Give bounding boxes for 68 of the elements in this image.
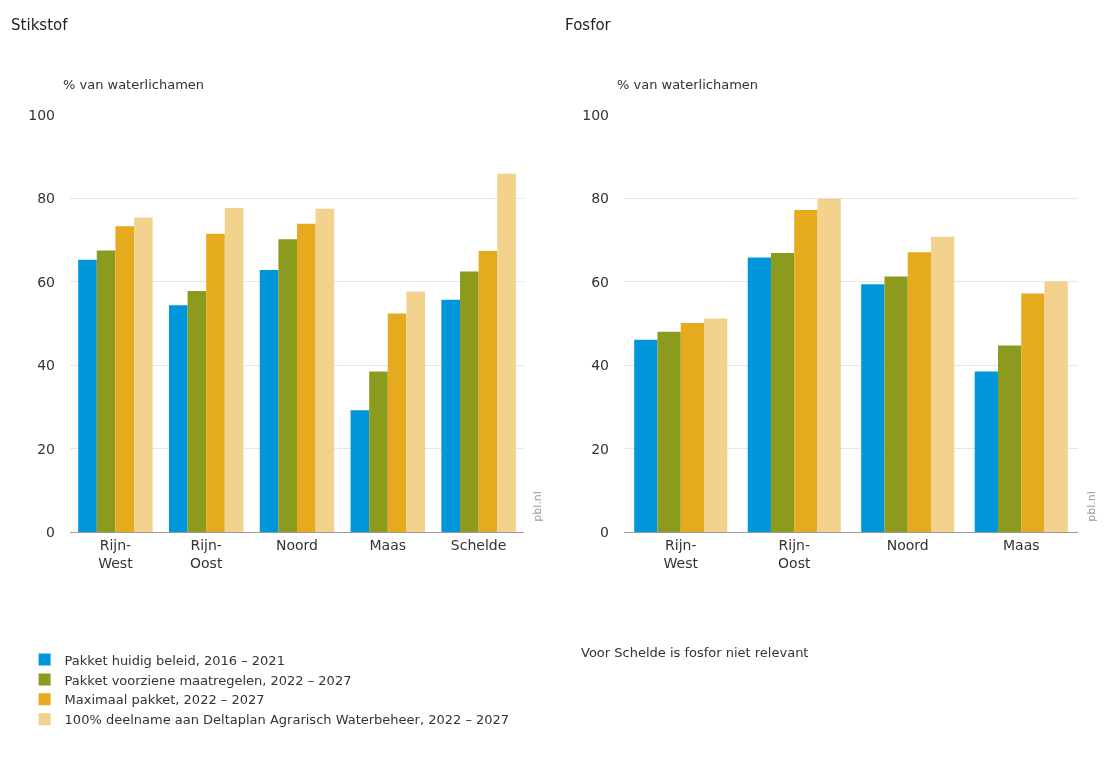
bar <box>134 217 153 532</box>
bar <box>704 318 728 532</box>
bar <box>997 345 1022 532</box>
bar <box>1044 281 1068 532</box>
x-tick-label: Noord <box>886 536 929 553</box>
text: Voor Schelde is fosfor niet relevant <box>581 645 809 660</box>
y-tick-label: 40 <box>591 357 609 374</box>
y-tick-label: 80 <box>37 190 55 207</box>
y-tick-label: 100 <box>28 106 55 123</box>
y-tick-label: 0 <box>600 523 609 540</box>
text: pbl.nl <box>531 491 545 522</box>
bar <box>770 253 795 532</box>
bar <box>497 173 516 532</box>
y-tick-label: 60 <box>591 273 609 290</box>
y-tick-label: 100 <box>582 106 609 123</box>
bar <box>369 371 388 532</box>
x-tick-label: Rijn-West <box>663 536 699 571</box>
x-tick-label: Rijn-West <box>98 536 134 571</box>
bar <box>459 271 479 532</box>
legend-label: Pakket huidig beleid, 2016 – 2021 <box>64 652 285 668</box>
x-tick-label: Maas <box>369 536 407 553</box>
bar <box>931 236 955 532</box>
bar <box>747 257 771 532</box>
bar <box>278 239 297 532</box>
bar <box>634 339 658 532</box>
legend-label: Pakket voorziene maatregelen, 2022 – 2027 <box>64 672 352 688</box>
bar <box>224 207 244 532</box>
text: pbl.nl <box>1085 491 1099 522</box>
y-axis-title: % van waterlichamen <box>617 77 759 92</box>
bar <box>1021 293 1045 532</box>
bar <box>907 252 932 532</box>
bar <box>406 291 426 532</box>
y-axis-title: % van waterlichamen <box>63 77 205 92</box>
y-tick-label: 40 <box>37 357 55 374</box>
y-tick-label: 0 <box>46 523 55 540</box>
bar <box>315 208 335 532</box>
bar <box>794 210 818 532</box>
x-tick-label: Schelde <box>450 536 507 553</box>
bar <box>297 223 316 532</box>
chart-title: Fosfor <box>565 16 612 35</box>
bar <box>78 259 97 532</box>
bar <box>657 331 681 532</box>
bar <box>817 198 841 532</box>
y-tick-label: 20 <box>591 440 609 457</box>
y-tick-label: 60 <box>37 273 55 290</box>
legend-label: Maximaal pakket, 2022 – 2027 <box>64 692 265 708</box>
y-tick-label: 20 <box>37 440 55 457</box>
x-tick-label: Noord <box>276 536 318 553</box>
bar <box>478 250 498 532</box>
x-tick-label: Rijn-Oost <box>190 536 223 571</box>
bar <box>441 299 460 532</box>
x-tick-label: Maas <box>1002 536 1040 553</box>
bar <box>680 323 705 532</box>
x-tick-label: Rijn-Oost <box>778 536 811 571</box>
chart-title: Stikstof <box>11 16 69 35</box>
bar <box>187 290 207 532</box>
bar <box>115 226 135 532</box>
bar <box>387 313 407 532</box>
bar <box>206 233 225 532</box>
legend-label: 100% deelname aan Deltaplan Agrarisch Waterbeheer, 2022 – 2027 <box>64 712 510 728</box>
bar <box>96 250 116 532</box>
bar <box>350 410 370 532</box>
bar <box>884 276 908 532</box>
y-tick-label: 80 <box>591 190 609 207</box>
bar <box>259 270 279 532</box>
bar <box>168 305 188 532</box>
bar <box>861 284 885 532</box>
bar <box>974 371 998 532</box>
